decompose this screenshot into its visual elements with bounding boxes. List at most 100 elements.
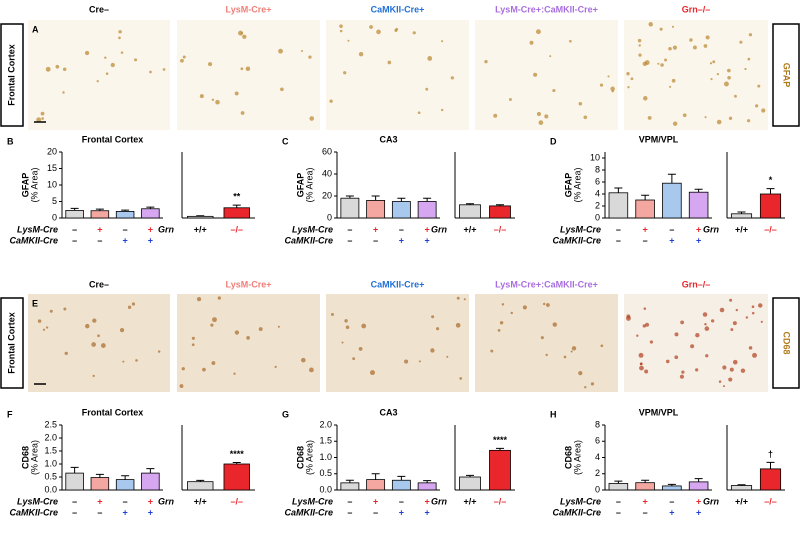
y-axis-unit: (% Area) — [29, 167, 39, 202]
genotype-sign: + — [424, 235, 429, 245]
genotype-sign: – — [616, 235, 621, 245]
genotype-sign: + — [97, 224, 102, 234]
y-tick-label: 6 — [595, 436, 600, 446]
cell — [277, 325, 280, 328]
cell — [202, 367, 206, 372]
y-tick-label: 2.5 — [44, 419, 57, 429]
x-tick-label: +/+ — [194, 224, 207, 234]
cell — [181, 367, 185, 371]
cell — [217, 296, 221, 300]
cell — [208, 62, 213, 67]
y-tick-label: 0.0 — [319, 484, 332, 494]
genotype-label: CaMKII-Cre — [284, 507, 333, 517]
cell — [191, 336, 195, 340]
y-tick-label: 6 — [595, 176, 600, 186]
cell — [644, 60, 650, 65]
y-axis-label: CD68 — [20, 446, 30, 469]
cell — [744, 67, 747, 71]
error-bar — [641, 194, 650, 200]
error-bar — [121, 475, 130, 480]
error-bar — [466, 474, 474, 477]
cell — [238, 30, 244, 36]
genotype-sign: – — [72, 496, 77, 506]
cell — [659, 27, 663, 31]
bar — [730, 213, 753, 219]
cell — [705, 35, 710, 40]
column-header: LysM-Cre+:CaMKII-Cre+ — [495, 4, 598, 14]
genotype-sign: – — [97, 235, 102, 245]
cell — [569, 39, 572, 43]
micrograph — [326, 294, 469, 392]
column-header: CaMKII-Cre+ — [371, 4, 425, 14]
error-bar — [737, 484, 746, 486]
genotype-sign: + — [148, 507, 153, 517]
genotype-sign: – — [669, 496, 674, 506]
error-bar — [95, 208, 104, 211]
x-tick-label: –/– — [230, 496, 243, 506]
y-tick-label: 5 — [52, 196, 57, 206]
cell — [258, 327, 263, 332]
cell — [682, 113, 687, 118]
cell — [664, 58, 668, 62]
y-tick-label: 4 — [595, 452, 600, 462]
bar — [688, 481, 709, 491]
cell — [636, 334, 639, 337]
genotype-sign: + — [424, 507, 429, 517]
genotype-sign: + — [696, 496, 701, 506]
genotype-label: LysM-Cre — [17, 224, 58, 234]
genotype-sign: – — [616, 507, 621, 517]
cell — [729, 298, 733, 302]
cell — [105, 72, 109, 75]
cell — [739, 40, 743, 44]
bar — [366, 479, 386, 491]
error-bar — [667, 173, 676, 184]
cell — [660, 63, 664, 67]
y-tick-label: 40 — [322, 168, 332, 178]
cell — [179, 384, 184, 388]
cell — [730, 328, 734, 332]
y-tick-label: 10 — [47, 179, 57, 189]
cell — [180, 58, 184, 63]
cell — [246, 336, 250, 340]
significance: ** — [233, 192, 241, 202]
y-tick-label: 0 — [327, 212, 332, 222]
cell — [757, 84, 761, 88]
cell — [234, 330, 240, 335]
cell — [308, 55, 312, 59]
cell — [358, 52, 364, 57]
cell — [578, 102, 583, 106]
cell — [704, 116, 707, 119]
cell — [727, 75, 731, 80]
cell — [745, 316, 749, 319]
cell — [463, 298, 466, 301]
bar — [489, 205, 511, 219]
cell — [690, 344, 695, 349]
bar — [730, 485, 753, 491]
genotype-label: CaMKII-Cre — [9, 235, 58, 245]
cell — [376, 29, 381, 35]
error-bar — [423, 197, 432, 202]
column-header: LysM-Cre+:CaMKII-Cre+ — [495, 279, 598, 289]
genotype-label: LysM-Cre — [292, 224, 333, 234]
error-bar — [196, 215, 205, 217]
error-bar — [121, 209, 130, 212]
cell — [118, 30, 122, 34]
cell — [760, 320, 763, 323]
genotype-sign: – — [373, 507, 378, 517]
cell — [735, 308, 738, 312]
cell — [751, 305, 755, 309]
cell — [85, 323, 90, 329]
cell — [347, 39, 350, 42]
significance: **** — [493, 435, 508, 445]
genotype-sign: – — [616, 496, 621, 506]
chart-title: VPM/VPL — [639, 407, 679, 417]
row-label: Frontal Cortex — [6, 44, 16, 106]
bar — [635, 199, 655, 219]
marker-label: GFAP — [782, 63, 792, 88]
chart-title: VPM/VPL — [639, 134, 679, 144]
y-tick-label: 2 — [595, 200, 600, 210]
genotype-sign: + — [122, 235, 127, 245]
cell — [508, 98, 512, 101]
cell — [719, 307, 725, 313]
bar — [187, 215, 214, 219]
